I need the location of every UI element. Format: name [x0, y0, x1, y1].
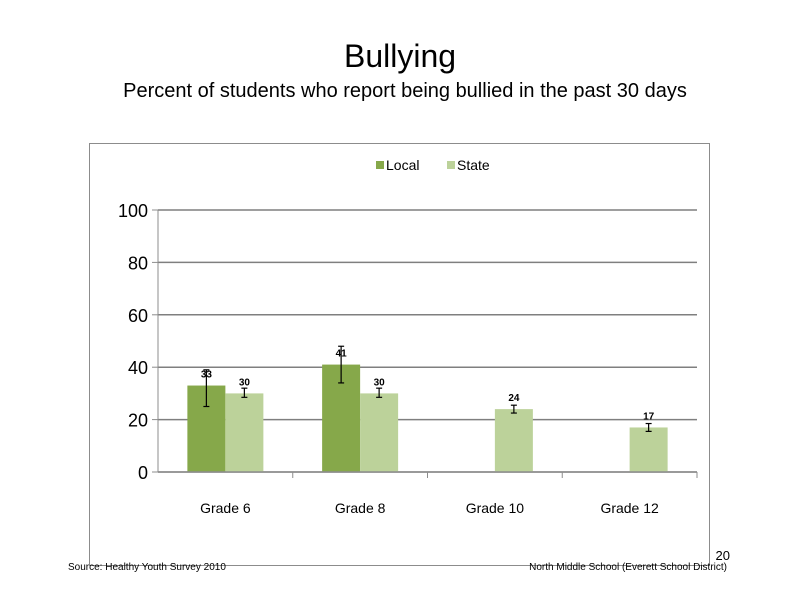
y-tick-label: 80 [128, 253, 148, 273]
y-tick-label: 0 [138, 463, 148, 483]
data-label: 17 [643, 411, 655, 422]
y-tick-label: 20 [128, 411, 148, 431]
x-tick-label: Grade 8 [335, 500, 386, 516]
slide-subtitle: Percent of students who report being bul… [123, 80, 687, 102]
data-label: 30 [374, 377, 386, 388]
data-label: 33 [201, 370, 213, 381]
data-label: 41 [336, 349, 348, 360]
x-tick-label: Grade 6 [200, 500, 251, 516]
legend-swatch-local [376, 161, 384, 169]
y-tick-label: 100 [118, 201, 148, 221]
source-note: Source: Healthy Youth Survey 2010 [68, 562, 226, 573]
bar-state [629, 427, 668, 472]
legend-label-local: Local [386, 157, 419, 173]
data-label: 30 [239, 377, 251, 388]
slide-title: Bullying [343, 38, 457, 74]
legend-label-state: State [457, 157, 490, 173]
page-number: 20 [715, 548, 730, 563]
y-tick-label: 60 [128, 306, 148, 326]
x-tick-label: Grade 10 [466, 500, 525, 516]
bar-state [360, 393, 399, 472]
bar-state [225, 393, 264, 472]
legend-swatch-state [447, 161, 455, 169]
chart-frame [89, 143, 710, 566]
data-label: 24 [508, 393, 520, 404]
bar-state [494, 409, 533, 472]
x-tick-label: Grade 12 [600, 500, 659, 516]
school-note: North Middle School (Everett School Dist… [529, 562, 727, 573]
y-tick-label: 40 [128, 358, 148, 378]
